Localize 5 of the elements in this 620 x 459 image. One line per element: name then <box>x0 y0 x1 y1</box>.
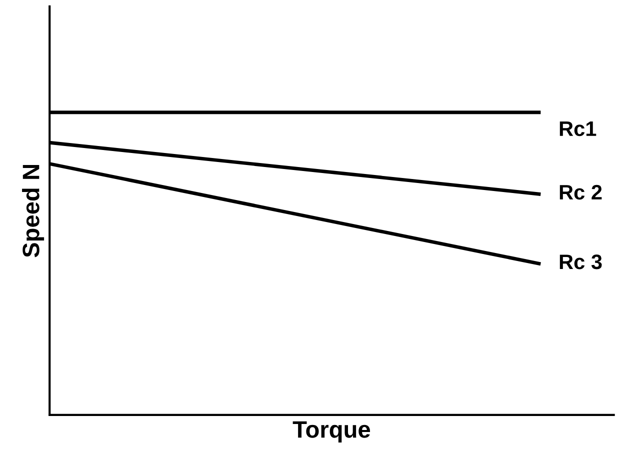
series-label: Rc 2 <box>560 184 602 200</box>
y-axis-title: Speed N <box>22 165 44 258</box>
series-label: Rc1 <box>560 122 596 136</box>
x-axis-title: Torque <box>292 421 370 442</box>
series-label: Rc 3 <box>560 254 602 270</box>
